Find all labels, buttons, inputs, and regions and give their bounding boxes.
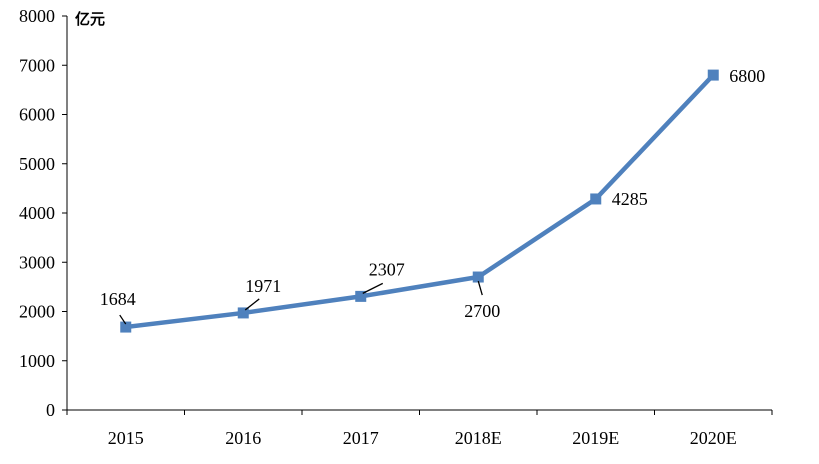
data-label: 2700: [464, 301, 500, 321]
data-point-marker: [707, 69, 719, 81]
data-label: 6800: [729, 66, 765, 86]
data-label: 2307: [369, 259, 405, 279]
x-tick-label: 2015: [108, 428, 144, 448]
data-label-leader: [244, 298, 260, 311]
data-point-marker: [355, 290, 367, 302]
data-label-leader: [362, 282, 384, 294]
y-tick-label: 0: [46, 400, 55, 420]
data-label: 1971: [245, 276, 281, 296]
data-point-marker: [237, 307, 249, 319]
y-tick-label: 4000: [19, 203, 55, 223]
data-label: 4285: [612, 189, 648, 209]
y-tick-label: 7000: [19, 55, 55, 75]
data-label-leader: [477, 280, 483, 296]
series-line-path: [125, 73, 715, 330]
y-tick-label: 6000: [19, 105, 55, 125]
data-point-marker: [590, 193, 602, 205]
data-point-marker: [472, 271, 484, 283]
series-line: [120, 69, 719, 333]
y-tick-labels: 0 1000 2000 3000 4000 5000 6000 7000 8000: [19, 6, 55, 420]
data-point-marker: [120, 321, 132, 333]
data-label: 1684: [100, 289, 136, 309]
data-labels: 1684 1971 2307 2700 4285 6800: [100, 66, 765, 325]
x-tick-label: 2020E: [690, 428, 737, 448]
y-tick-label: 5000: [19, 154, 55, 174]
axes: [62, 15, 773, 415]
y-axis-unit-label: 亿元: [75, 10, 105, 28]
y-tick-label: 8000: [19, 6, 55, 26]
y-tick-label: 3000: [19, 252, 55, 272]
x-tick-label: 2016: [225, 428, 261, 448]
data-label-leader: [119, 314, 127, 325]
y-tick-label: 1000: [19, 351, 55, 371]
x-tick-label: 2019E: [572, 428, 619, 448]
x-tick-label: 2017: [343, 428, 379, 448]
y-tick-label: 2000: [19, 302, 55, 322]
x-tick-label: 2018E: [455, 428, 502, 448]
x-tick-labels: 2015 2016 2017 2018E 2019E 2020E: [108, 428, 737, 448]
